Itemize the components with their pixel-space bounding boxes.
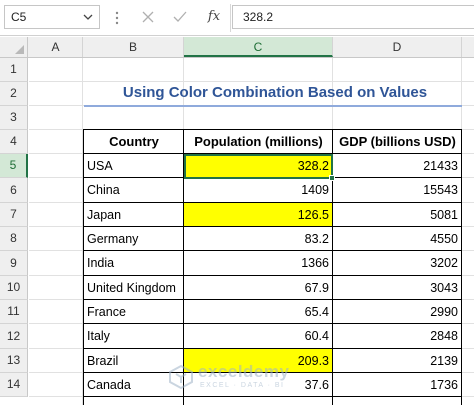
title-underline [84, 105, 462, 107]
insert-function-button[interactable]: fx [207, 9, 221, 24]
column-header-a[interactable]: A [29, 37, 83, 57]
name-box[interactable]: C5 [4, 5, 100, 29]
table-cell-population[interactable]: 1366 [301, 256, 329, 270]
row-header-8[interactable]: 8 [0, 227, 28, 251]
table-border-horizontal [83, 153, 462, 154]
row-header-13[interactable]: 13 [0, 349, 28, 373]
select-all-icon [15, 45, 24, 54]
table-cell-country[interactable]: USA [87, 159, 113, 173]
table-cell-population[interactable]: 1409 [301, 183, 329, 197]
table-border-horizontal [83, 372, 462, 373]
table-border-horizontal [83, 129, 462, 130]
row-header-14[interactable]: 14 [0, 373, 28, 397]
table-cell-country[interactable]: Germany [87, 232, 139, 246]
vertical-dots-icon [115, 11, 119, 25]
table-cell-country[interactable]: United Kingdom [87, 281, 176, 295]
column-header-e[interactable] [462, 37, 474, 57]
table-cell-population[interactable]: 67.9 [304, 281, 329, 295]
exceldemy-logo-icon [169, 364, 193, 390]
row-header-9[interactable]: 9 [0, 251, 28, 276]
active-cell-selection[interactable] [184, 154, 333, 179]
table-border-vertical [83, 129, 84, 405]
formula-bar-divider [230, 4, 231, 32]
table-cell-country[interactable]: Canada [87, 378, 131, 392]
table-cell-gdp[interactable]: 2848 [430, 329, 458, 343]
table-cell-population-highlighted[interactable]: 126.5 [184, 203, 333, 227]
check-icon[interactable] [170, 7, 190, 27]
column-header-b[interactable]: B [83, 37, 184, 57]
sheet-title[interactable]: Using Color Combination Based on Values [122, 84, 428, 101]
column-header-c[interactable]: C [184, 37, 333, 57]
name-box-value: C5 [11, 10, 27, 24]
table-border-vertical [332, 129, 333, 405]
row-header-6[interactable]: 6 [0, 178, 28, 203]
formula-bar-border [0, 35, 474, 36]
fill-handle[interactable] [329, 175, 335, 181]
table-cell-gdp[interactable]: 3043 [430, 281, 458, 295]
table-cell-gdp[interactable]: 3202 [430, 256, 458, 270]
table-cell-population[interactable]: 37.6 [304, 378, 329, 392]
table-border-horizontal [83, 202, 462, 203]
table-cell-country[interactable]: Italy [87, 329, 110, 343]
gridline-vertical [82, 58, 83, 405]
table-border-vertical [183, 129, 184, 405]
row-header-10[interactable]: 10 [0, 276, 28, 300]
table-cell-gdp[interactable]: 4550 [430, 232, 458, 246]
select-all-button[interactable] [0, 37, 28, 57]
row-header-7[interactable]: 7 [0, 203, 28, 227]
table-border-horizontal [83, 226, 462, 227]
table-cell-population-highlighted[interactable]: 328.2 [184, 154, 333, 178]
column-header-d[interactable]: D [333, 37, 462, 57]
table-cell-gdp[interactable]: 2139 [430, 354, 458, 368]
table-cell-country[interactable]: France [87, 305, 126, 319]
column-headers: A B C D [0, 37, 474, 58]
table-cell-population[interactable]: 65.4 [304, 305, 329, 319]
watermark: exceldemy EXCEL · DATA · BI [168, 360, 308, 396]
row-header-3[interactable]: 3 [0, 106, 28, 130]
row-header-11[interactable]: 11 [0, 300, 28, 324]
table-cell-gdp[interactable]: 5081 [430, 208, 458, 222]
table-cell-gdp[interactable]: 15543 [423, 183, 458, 197]
chevron-down-icon[interactable] [83, 10, 93, 24]
formula-bar: C5 fx 328.2 [0, 0, 474, 36]
table-header-country[interactable]: Country [109, 134, 159, 149]
table-cell-country[interactable]: Japan [87, 208, 122, 222]
table-border-horizontal [83, 396, 462, 397]
table-border-horizontal [83, 250, 462, 251]
formula-value: 328.2 [243, 10, 274, 24]
table-border-vertical [461, 129, 462, 405]
table-cell-population-highlighted[interactable]: 209.3 [184, 349, 333, 373]
table-cell-country[interactable]: China [87, 183, 120, 197]
row-header-1[interactable]: 1 [0, 58, 28, 82]
watermark-tagline: EXCEL · DATA · BI [200, 382, 285, 389]
table-cell-gdp[interactable]: 2990 [430, 305, 458, 319]
table-border-horizontal [83, 348, 462, 349]
row-header-4[interactable]: 4 [0, 130, 28, 154]
table-cell-gdp[interactable]: 1736 [430, 378, 458, 392]
watermark-name: exceldemy [198, 362, 290, 381]
table-header-population[interactable]: Population (millions) [194, 134, 323, 149]
table-cell-population[interactable]: 83.2 [304, 232, 329, 246]
table-cell-gdp[interactable]: 21433 [423, 159, 458, 173]
row-header-12[interactable]: 12 [0, 324, 28, 349]
gridline-horizontal [29, 81, 474, 82]
table-cell-population[interactable]: 60.4 [304, 329, 329, 343]
close-icon[interactable] [138, 7, 158, 27]
table-header-gdp[interactable]: GDP (billions USD) [339, 134, 456, 149]
table-border-horizontal [83, 323, 462, 324]
table-cell-country[interactable]: Brazil [87, 354, 119, 368]
table-border-horizontal [83, 275, 462, 276]
row-header-5[interactable]: 5 [0, 154, 28, 178]
row-header-2[interactable]: 2 [0, 82, 28, 106]
table-border-horizontal [83, 299, 462, 300]
formula-input[interactable]: 328.2 [232, 5, 474, 29]
table-cell-country[interactable]: India [87, 256, 115, 270]
